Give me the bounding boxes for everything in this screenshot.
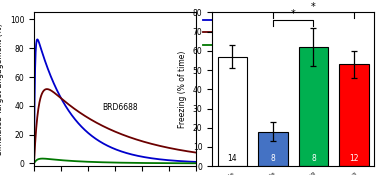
HDAC2 (61, 99, 65, 101)
HDAC1 (74, 119, 78, 121)
HDAC3 (194, 162, 198, 164)
Bar (259, 132, 288, 166)
Text: *: * (291, 9, 296, 19)
HDAC2 (194, 152, 198, 154)
HDAC1 (35, 38, 40, 40)
Y-axis label: Freezing (% of time): Freezing (% of time) (178, 51, 187, 128)
Bar (218, 57, 247, 166)
Bar (299, 47, 328, 166)
HDAC2 (45, 88, 49, 90)
HDAC1 (32, 162, 36, 164)
HDAC1 (127, 153, 132, 155)
HDAC3 (74, 160, 78, 162)
Line: HDAC3: HDAC3 (34, 159, 196, 163)
HDAC3 (105, 161, 110, 163)
Text: 14: 14 (228, 154, 237, 163)
HDAC2 (127, 136, 132, 138)
Text: 8: 8 (271, 154, 275, 163)
Text: 12: 12 (349, 154, 359, 163)
HDAC1 (61, 100, 65, 103)
Text: BRD6688: BRD6688 (102, 103, 138, 112)
HDAC2 (74, 109, 78, 111)
Text: *: * (311, 2, 316, 12)
HDAC3 (32, 162, 36, 164)
Line: HDAC1: HDAC1 (34, 39, 196, 163)
Bar (339, 64, 369, 166)
HDAC3 (140, 162, 145, 164)
HDAC2 (154, 144, 158, 146)
HDAC1 (140, 156, 145, 158)
HDAC3 (127, 162, 132, 164)
HDAC2 (140, 140, 145, 142)
HDAC1 (194, 161, 198, 163)
HDAC1 (105, 145, 110, 147)
Line: HDAC2: HDAC2 (34, 89, 196, 163)
HDAC3 (40, 158, 45, 160)
HDAC1 (154, 158, 158, 160)
HDAC3 (61, 159, 65, 161)
Legend: HDAC1, HDAC2, HDAC3: HDAC1, HDAC2, HDAC3 (203, 16, 250, 49)
HDAC2 (105, 127, 110, 129)
Text: 8: 8 (311, 154, 316, 163)
Y-axis label: Simulated Target Engagement (%): Simulated Target Engagement (%) (0, 23, 4, 155)
HDAC2 (32, 162, 36, 164)
HDAC3 (154, 162, 158, 164)
